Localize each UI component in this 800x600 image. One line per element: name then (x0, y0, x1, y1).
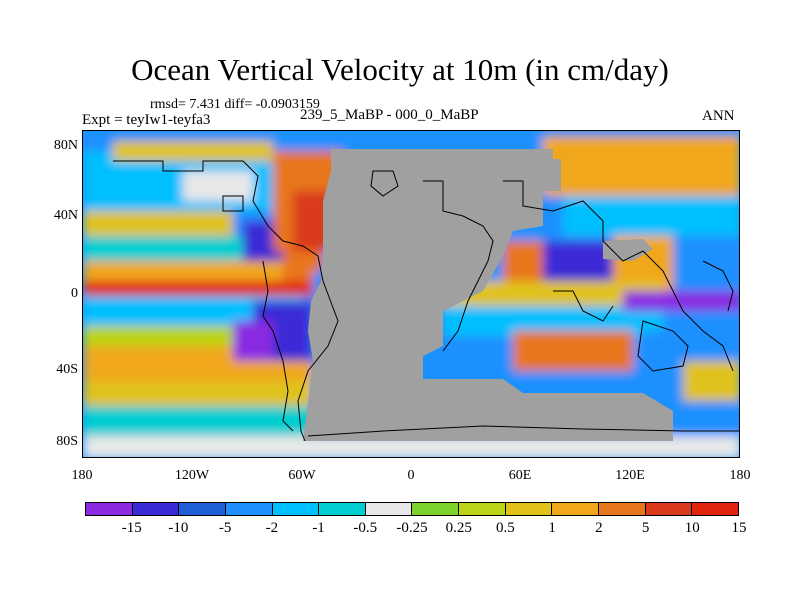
lat-label-40n: 40N (53, 208, 78, 223)
colorbar-swatch-6 (365, 503, 413, 515)
lon-label-180e: 180 (729, 468, 751, 483)
land-inland-sea (603, 239, 653, 261)
coastlines (113, 160, 739, 442)
lon-label-0: 0 (407, 468, 415, 483)
colorbar-swatch-5 (319, 503, 366, 515)
colorbar-label: 15 (731, 520, 747, 536)
colorbar-swatch-1 (132, 503, 180, 515)
plot-title: Ocean Vertical Velocity at 10m (in cm/da… (131, 52, 669, 87)
experiment-label: Expt = teyIw1-teyfa3 (82, 112, 211, 128)
lon-label-120e: 120E (615, 468, 645, 483)
colorbar-label: -0.5 (353, 520, 378, 536)
colorbar-swatch-13 (692, 503, 738, 515)
colorbar-swatch-11 (599, 503, 646, 515)
lat-label-40s: 40S (56, 362, 78, 377)
season-label: ANN (702, 108, 735, 124)
colorbar-swatch-7 (412, 503, 460, 515)
colorbar-label: 0.25 (445, 520, 472, 536)
lat-label-0: 0 (71, 286, 78, 301)
colorbar-swatch-8 (459, 503, 506, 515)
map-panel (82, 130, 740, 458)
colorbar-label: 0.5 (496, 520, 515, 536)
lat-label-80s: 80S (56, 434, 78, 449)
colorbar-swatch-10 (552, 503, 600, 515)
colorbar-swatch-2 (179, 503, 226, 515)
colorbar-swatch-4 (272, 503, 320, 515)
colorbar-label: -15 (121, 520, 142, 536)
colorbar-label: -1 (312, 520, 325, 536)
lon-label-60w: 60W (288, 468, 316, 483)
lat-label-80n: 80N (53, 138, 78, 153)
colorbar-label: -0.25 (396, 520, 428, 536)
colorbar-swatch-3 (225, 503, 273, 515)
lon-label-120w: 120W (174, 468, 210, 483)
colorbar (85, 502, 739, 516)
colorbar-swatch-0 (86, 503, 133, 515)
map-canvas (83, 131, 739, 457)
colorbar-label: 10 (684, 520, 700, 536)
colorbar-label: 2 (595, 520, 603, 536)
colorbar-label: -2 (265, 520, 279, 536)
land-mask (303, 149, 673, 441)
plot-subtitle: 239_5_MaBP - 000_0_MaBP (300, 107, 479, 123)
colorbar-swatch-12 (645, 503, 693, 515)
colorbar-label: 5 (641, 520, 650, 536)
colorbar-label: -10 (168, 520, 189, 536)
colorbar-swatch-9 (505, 503, 553, 515)
colorbar-label: 1 (548, 520, 556, 536)
stats-text: rmsd= 7.431 diff= -0.0903159 (150, 97, 320, 112)
colorbar-label: -5 (218, 520, 232, 536)
lon-label-60e: 60E (508, 468, 532, 483)
lon-label-180w: 180 (71, 468, 93, 483)
